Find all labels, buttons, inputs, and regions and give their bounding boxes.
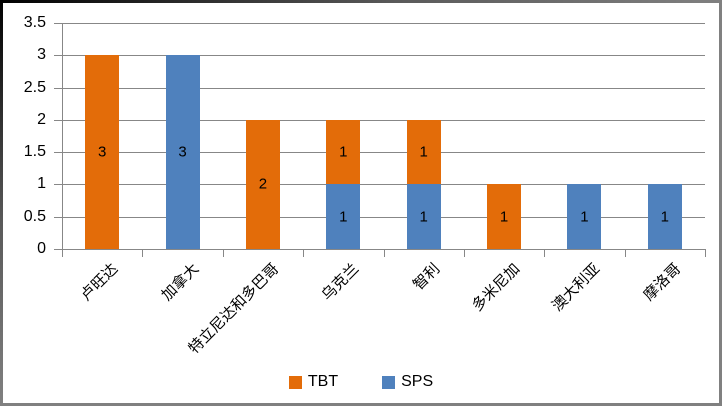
- x-axis-tick: [303, 249, 305, 257]
- bar-segment-sps: [406, 184, 441, 249]
- x-axis-tick: [544, 249, 546, 257]
- y-axis-tick-label: 2.5: [23, 78, 46, 96]
- legend-item-sps: SPS: [382, 374, 433, 390]
- x-axis-label: 澳大利亚: [549, 260, 604, 315]
- bar-segment-tbt: [487, 184, 522, 249]
- gridline: [54, 23, 705, 24]
- y-axis-tick-label: 2: [37, 110, 46, 128]
- bar-segment-sps: [165, 55, 200, 249]
- bar-value-label: 3: [178, 143, 187, 161]
- y-axis-tick-label: 3: [37, 46, 46, 64]
- x-axis-tick: [222, 249, 224, 257]
- x-axis-label: 摩洛哥: [640, 260, 685, 305]
- x-axis-tick: [624, 249, 626, 257]
- legend-label: SPS: [401, 373, 434, 390]
- x-axis-label: 卢旺达: [77, 260, 122, 305]
- x-axis-label: 乌克兰: [318, 260, 363, 305]
- bar-segment-tbt: [245, 119, 280, 249]
- bar-value-label: 3: [98, 143, 107, 161]
- y-axis-line: [62, 23, 63, 249]
- bar-segment-tbt: [406, 119, 441, 185]
- y-axis-tick-label: 0.5: [23, 207, 46, 225]
- x-axis-tick: [62, 249, 63, 257]
- legend-item-tbt: TBT: [288, 373, 339, 390]
- frame-border-left: [0, 0, 3, 406]
- x-axis-line: [54, 249, 705, 250]
- bar-value-label: 1: [660, 208, 669, 226]
- bar-segment-sps: [647, 184, 682, 249]
- gridline: [54, 55, 705, 57]
- y-axis-tick-label: 1.5: [23, 143, 46, 161]
- x-axis-label: 加拿大: [158, 260, 202, 305]
- x-axis-tick: [463, 249, 465, 257]
- legend-swatch-icon: [382, 375, 396, 389]
- frame-border-top: [0, 0, 722, 3]
- bar-value-label: 1: [339, 143, 348, 161]
- legend-label: TBT: [307, 373, 339, 390]
- x-axis-label: 特立尼达和多巴哥: [185, 260, 283, 358]
- y-axis-tick-label: 1: [37, 175, 46, 193]
- legend-swatch-icon: [288, 375, 302, 389]
- y-axis-tick-label: 0: [37, 240, 46, 257]
- y-axis-tick-label: 3.5: [23, 14, 46, 31]
- x-axis-tick: [142, 249, 144, 257]
- legend: TBT SPS: [0, 374, 722, 390]
- bar-value-label: 2: [258, 175, 268, 193]
- x-axis-label: 多米尼加: [468, 260, 524, 315]
- frame-border-bottom: [0, 403, 722, 406]
- x-axis-tick: [705, 249, 706, 257]
- gridline: [54, 152, 705, 154]
- bar-value-label: 1: [419, 143, 428, 161]
- gridline: [54, 87, 705, 89]
- bar-value-label: 1: [419, 208, 428, 226]
- gridline: [54, 216, 705, 218]
- gridline: [54, 119, 705, 121]
- bar-value-label: 1: [339, 208, 348, 226]
- bar-value-label: 1: [580, 208, 589, 226]
- frame-border-right: [719, 0, 722, 406]
- gridline: [54, 184, 705, 186]
- bar-segment-sps: [567, 184, 602, 249]
- bar-segment-tbt: [326, 119, 361, 185]
- bar-segment-tbt: [85, 55, 120, 249]
- x-axis-tick: [383, 249, 385, 257]
- x-axis-label: 智利: [409, 260, 444, 294]
- bar-segment-sps: [326, 184, 361, 249]
- bar-value-label: 1: [499, 208, 509, 226]
